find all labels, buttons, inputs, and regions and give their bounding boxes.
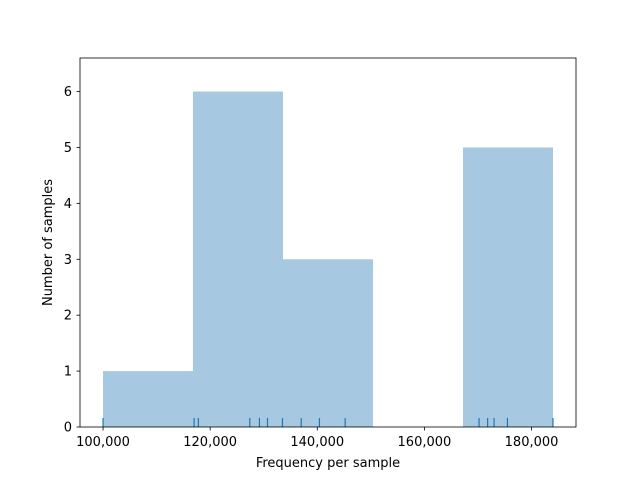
y-tick-label-6: 6 [64,85,72,100]
y-tick-label-2: 2 [64,309,72,324]
x-tick-label-0: 100,000 [76,435,130,450]
y-tick-label-5: 5 [64,141,72,156]
histogram-bar-0 [103,371,194,427]
histogram-bar-4 [462,147,553,428]
plot-frame [79,57,577,428]
x-tick-label-3: 160,000 [398,435,452,450]
y-tick-label-4: 4 [64,197,72,212]
y-tick-label-3: 3 [64,253,72,268]
x-axis-label: Frequency per sample [256,456,400,471]
y-axis-ticks: 0 1 2 3 4 5 6 [64,85,80,436]
x-axis-ticks: 100,000 120,000 140,000 160,000 180,000 [76,427,558,450]
y-tick-label-0: 0 [64,421,72,436]
y-axis-label: Number of samples [41,179,56,306]
histogram-bar-2 [283,259,373,427]
x-tick-label-4: 180,000 [505,435,559,450]
x-tick-label-1: 120,000 [183,435,237,450]
x-tick-label-2: 140,000 [290,435,344,450]
histogram-bar-1 [193,91,284,427]
y-tick-label-1: 1 [64,365,72,380]
histogram-bars [103,91,553,428]
rug-marks [102,418,554,427]
